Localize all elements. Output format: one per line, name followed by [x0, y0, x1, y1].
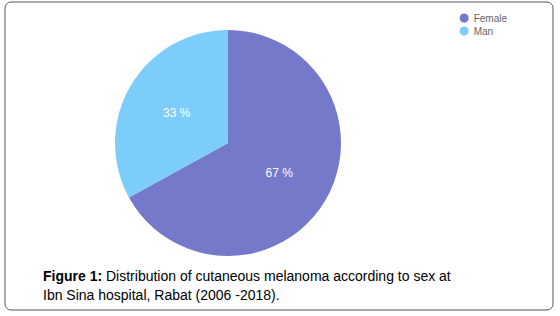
svg-text:Distribution of cutaneous mela: Distribution of cutaneous melanoma accor…	[102, 268, 455, 284]
svg-text:Figure 1:: Figure 1:	[43, 268, 102, 284]
svg-text:67 %: 67 %	[266, 166, 294, 180]
svg-text:33 %: 33 %	[163, 106, 191, 120]
svg-text:Man: Man	[474, 26, 493, 37]
svg-text:Ibn Sina hospital, Rabat (2006: Ibn Sina hospital, Rabat (2006 -2018).	[43, 287, 280, 303]
svg-text:Female: Female	[474, 13, 508, 24]
